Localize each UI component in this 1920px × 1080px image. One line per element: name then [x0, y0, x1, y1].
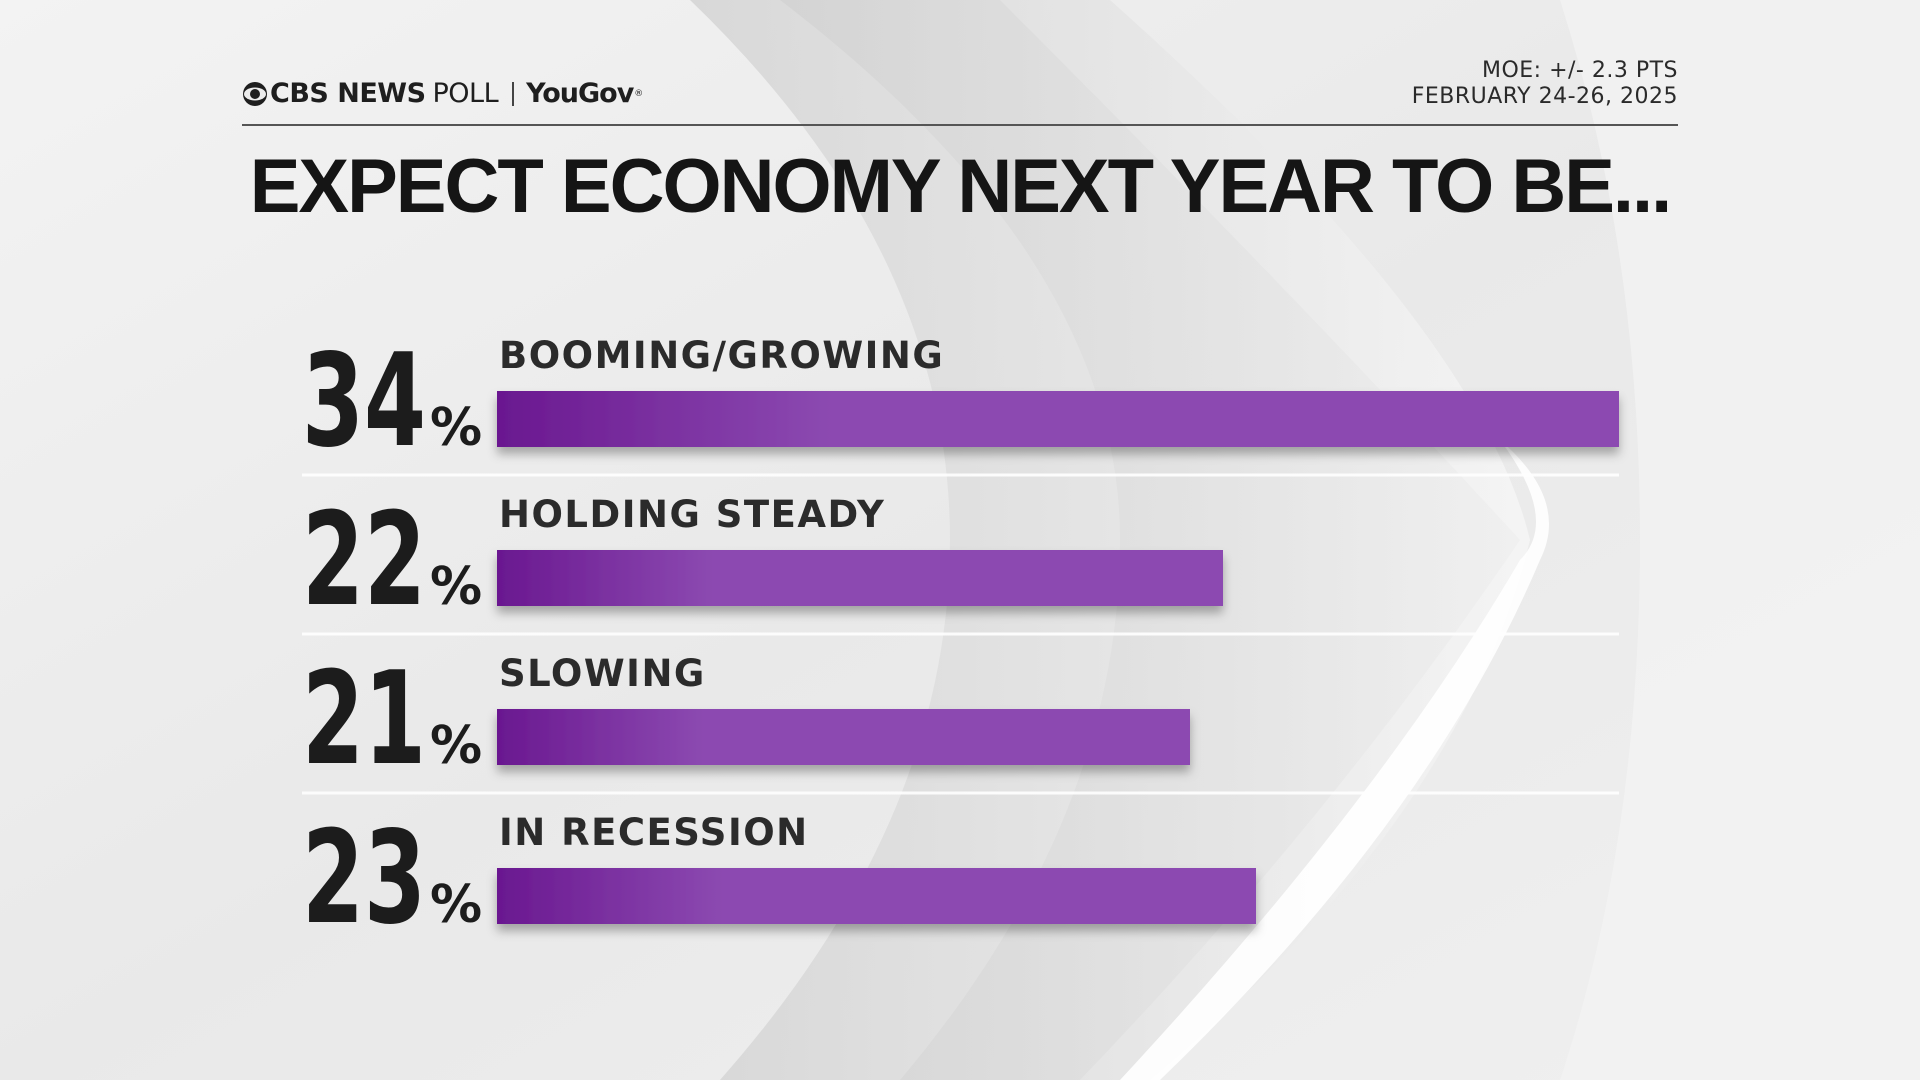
brand-logo: CBS NEWS POLL YouGov ®: [242, 78, 643, 109]
bar: [497, 391, 1619, 447]
partner-name: YouGov: [526, 78, 634, 109]
bar: [497, 550, 1223, 606]
category-label: SLOWING: [499, 652, 706, 695]
category-label: HOLDING STEADY: [499, 493, 885, 536]
bar: [497, 868, 1256, 924]
poll-meta: MOE: +/- 2.3 PTS FEBRUARY 24-26, 2025: [1412, 58, 1678, 110]
brand-divider: [512, 81, 515, 106]
percent-sign: %: [430, 716, 482, 776]
poll-header: CBS NEWS POLL YouGov ® MOE: +/- 2.3 PTS …: [242, 58, 1678, 126]
percent-sign: %: [430, 875, 482, 935]
cbs-eye-icon: [243, 81, 267, 106]
percent-sign: %: [430, 557, 482, 617]
category-label: BOOMING/GROWING: [499, 334, 944, 377]
partner-mark: ®: [634, 88, 643, 99]
percent-sign: %: [430, 398, 482, 458]
value-label: 23: [302, 804, 426, 953]
bar: [497, 709, 1190, 765]
chart-title: EXPECT ECONOMY NEXT YEAR TO BE...: [249, 144, 1673, 229]
value-label: 34: [302, 327, 426, 476]
value-label: 21: [302, 645, 426, 794]
value-label: 22: [302, 486, 426, 635]
category-label: IN RECESSION: [499, 811, 809, 854]
brand-poll: POLL: [432, 78, 499, 109]
margin-of-error: MOE: +/- 2.3 PTS: [1481, 58, 1678, 83]
brand-name: CBS NEWS: [270, 78, 426, 109]
poll-dates: FEBRUARY 24-26, 2025: [1411, 84, 1678, 109]
